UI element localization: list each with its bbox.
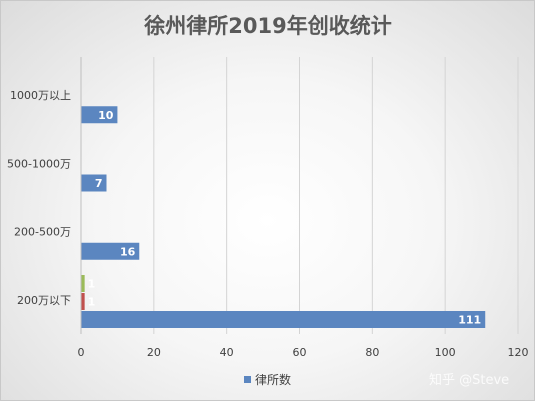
x-tick-label: 0 — [78, 346, 85, 359]
y-axis: 200万以下 200-500万 500-1000万 1000万以上 — [7, 57, 82, 334]
legend: 律所数 — [244, 372, 291, 387]
bar — [81, 293, 85, 310]
x-axis: 0 20 40 60 80 100 120 — [78, 346, 529, 359]
category-label: 200万以下 — [17, 294, 71, 307]
data-label: 1 — [88, 278, 96, 291]
data-label: 16 — [120, 245, 136, 258]
watermark-text: 知乎 @Steve — [429, 372, 509, 388]
bar — [81, 311, 486, 328]
bar — [81, 106, 118, 124]
grid-lines — [153, 57, 519, 334]
x-tick-label: 80 — [365, 346, 379, 359]
category-label: 200-500万 — [14, 226, 71, 239]
category-label: 1000万以上 — [10, 89, 71, 102]
data-label: 7 — [95, 177, 103, 190]
category-label: 500-1000万 — [7, 157, 71, 170]
x-tick-label: 60 — [293, 346, 307, 359]
bar — [81, 174, 107, 192]
chart-title: 徐州律所2019年创收统计 — [143, 14, 391, 38]
data-label: 1 — [88, 296, 96, 309]
x-tick-label: 100 — [435, 346, 456, 359]
data-label: 111 — [458, 314, 481, 327]
bar — [81, 242, 140, 260]
legend-label: 律所数 — [255, 372, 291, 387]
x-tick-label: 120 — [508, 346, 529, 359]
data-label: 10 — [98, 109, 114, 122]
bar — [81, 275, 85, 292]
legend-swatch — [244, 376, 251, 383]
x-tick-label: 20 — [147, 346, 161, 359]
x-tick-label: 40 — [220, 346, 234, 359]
